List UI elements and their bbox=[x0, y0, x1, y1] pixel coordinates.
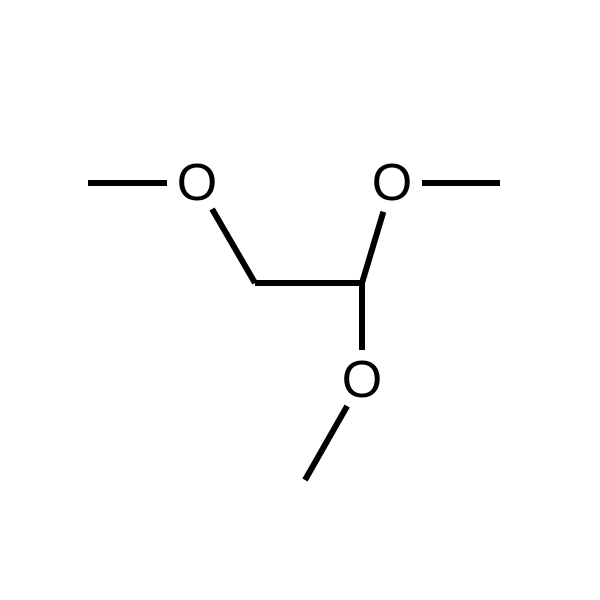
molecule-diagram: O O O bbox=[0, 0, 600, 600]
atom-label-O2: O bbox=[372, 154, 412, 212]
bond-O3-C_me_b bbox=[305, 406, 347, 480]
atom-label-O3: O bbox=[342, 351, 382, 409]
bond-O1-C_ch2 bbox=[212, 209, 255, 283]
atom-label-O1: O bbox=[177, 154, 217, 212]
bond-C_ch-O2 bbox=[362, 212, 383, 283]
bond-layer bbox=[88, 183, 500, 480]
